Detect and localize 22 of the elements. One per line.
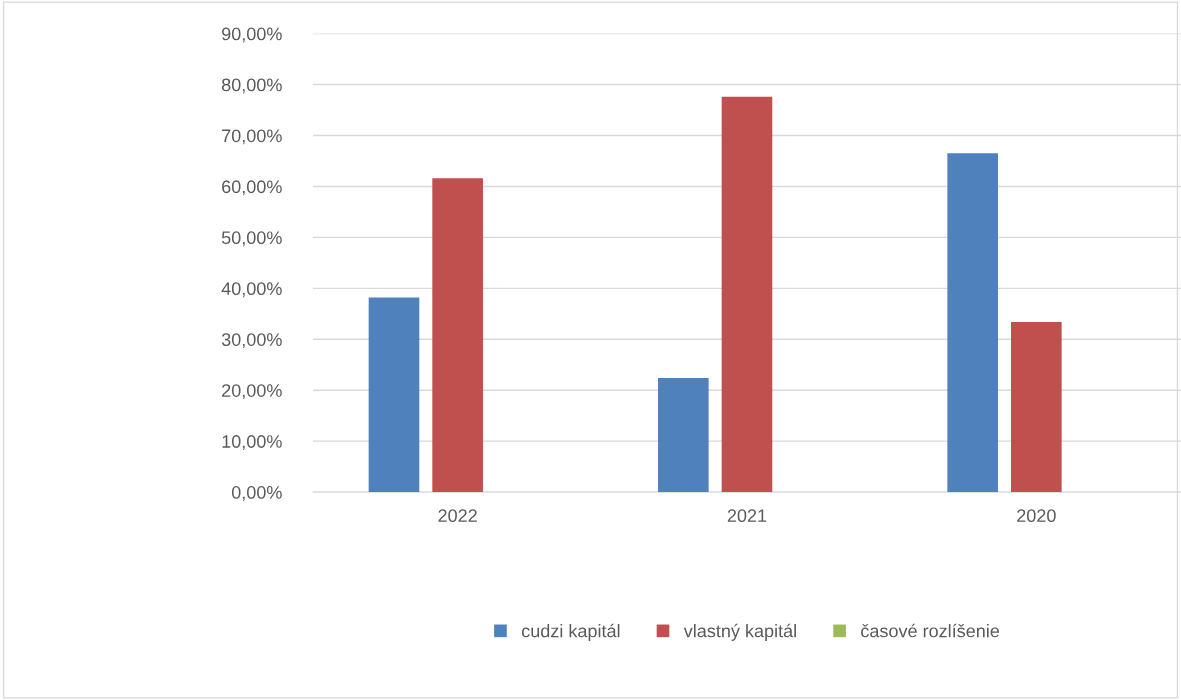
y-tick-label: 0,00% (231, 486, 282, 501)
bar (368, 297, 420, 493)
y-tick-label: 40,00% (221, 282, 282, 298)
y-tick-label: 10,00% (222, 435, 282, 451)
bar (1011, 321, 1062, 493)
x-tick-label: 2022 (438, 509, 477, 523)
bar (947, 153, 998, 493)
bar (658, 377, 709, 493)
x-tick-label: 2021 (727, 509, 767, 523)
x-tick-label: 2020 (1017, 509, 1056, 523)
y-tick-label: 90,00% (222, 27, 282, 43)
bar (721, 96, 773, 493)
y-tick-label: 30,00% (221, 333, 282, 349)
y-tick-label: 70,00% (222, 129, 282, 145)
y-tick-label: 60,00% (222, 180, 282, 196)
y-tick-label: 50,00% (221, 231, 282, 247)
y-tick-label: 20,00% (222, 384, 282, 400)
legend-label: časové rozlíšenie (861, 623, 1000, 638)
legend-label: vlastný kapitál (683, 623, 796, 641)
bar (432, 178, 483, 493)
legend-label: cudzi kapitál (521, 623, 620, 641)
y-tick-label: 80,00% (221, 78, 282, 94)
